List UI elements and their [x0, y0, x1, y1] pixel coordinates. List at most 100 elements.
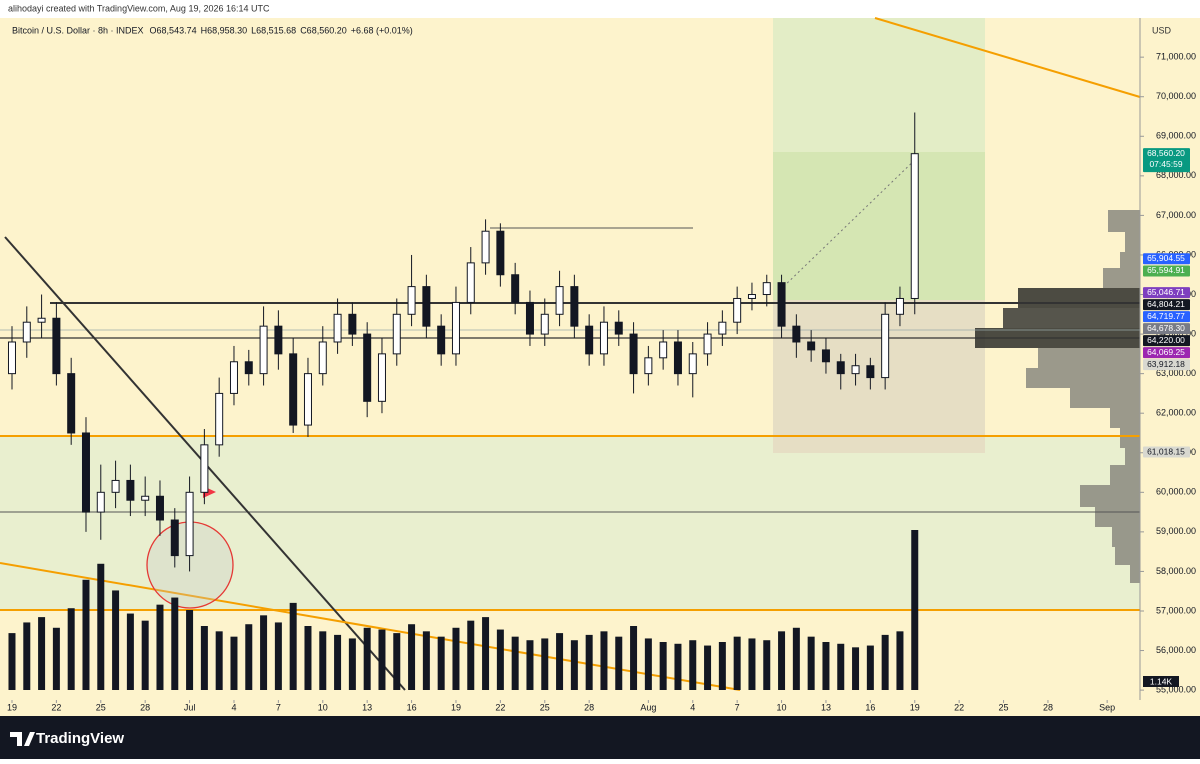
volume-bar	[674, 643, 682, 690]
candle-body	[215, 392, 224, 446]
volume-bar	[866, 645, 874, 690]
x-tick-label: 28	[584, 702, 594, 712]
y-tick-label: 70,000.00	[1156, 91, 1196, 101]
candle-body	[259, 325, 268, 375]
candle-body	[407, 286, 416, 315]
candle-body	[170, 519, 179, 557]
volume-bar	[896, 631, 904, 690]
candle-body	[851, 365, 860, 375]
volume-bar	[659, 642, 667, 690]
price-label-bg	[1143, 265, 1190, 277]
volume-pane	[8, 530, 919, 690]
candle-body	[570, 286, 579, 327]
price-label-bg	[1143, 335, 1190, 347]
x-tick-label: 10	[777, 702, 787, 712]
candle-body	[511, 274, 520, 303]
y-tick-label: 55,000.00	[1156, 684, 1196, 694]
candle-body	[422, 286, 431, 327]
stop-zone	[773, 300, 985, 453]
volume-bar	[319, 631, 327, 690]
candle-body	[274, 325, 283, 355]
volume-bar	[718, 642, 726, 690]
volume-bar	[171, 597, 179, 690]
candle-body	[895, 297, 904, 315]
volume-bar	[200, 626, 208, 690]
volume-bar	[482, 617, 490, 690]
candle-body	[496, 230, 505, 276]
price-label: 61,018.15	[1147, 446, 1185, 456]
y-tick-label: 71,000.00	[1156, 52, 1196, 62]
price-label: 64,804.21	[1147, 299, 1185, 309]
x-tick-label: 28	[140, 702, 150, 712]
x-tick-label: 16	[865, 702, 875, 712]
candle-body	[155, 495, 164, 521]
volume-bar	[630, 626, 638, 690]
target-zone-inner	[773, 152, 985, 300]
legend: Bitcoin / U.S. Dollar · 8h · INDEX O68,54…	[12, 25, 413, 35]
axes: 55,000.00 56,000.00 57,000.00 58,000.00 59,0…	[7, 52, 1196, 713]
volume-bar	[38, 617, 46, 690]
candle-body	[392, 313, 401, 355]
y-tick-label: 57,000.00	[1156, 605, 1196, 615]
price-label-bg	[1143, 253, 1190, 265]
volume-bar	[215, 631, 223, 690]
price-label-bg	[1143, 148, 1190, 173]
volume-bar	[807, 636, 815, 690]
x-tick-label: 25	[540, 702, 550, 712]
x-tick-label: 25	[96, 702, 106, 712]
candle-body	[141, 495, 150, 501]
candle-body	[585, 325, 594, 355]
price-label: 64,069.25	[1147, 347, 1185, 357]
x-tick-label: 19	[910, 702, 920, 712]
volume-bar	[8, 633, 16, 690]
y-tick-label: 60,000.00	[1156, 487, 1196, 497]
candle-body	[333, 313, 342, 343]
volume-bar	[245, 624, 253, 690]
candle-body	[866, 365, 875, 379]
candles	[7, 112, 919, 572]
x-tick-label: 19	[451, 702, 461, 712]
candle-body	[762, 282, 771, 296]
ohlc-value: O68,543.74	[150, 25, 197, 35]
volume-label-bg	[1143, 676, 1179, 687]
x-tick-label: 28	[1043, 702, 1053, 712]
brand: TradingView	[36, 730, 124, 747]
volume-bar	[600, 631, 608, 690]
brand-logo	[10, 732, 35, 746]
candle-body	[318, 341, 327, 375]
volume-bar	[792, 627, 800, 690]
candle-body	[22, 321, 31, 343]
candle-body	[525, 301, 534, 335]
x-tick-label: Sep	[1099, 702, 1115, 712]
candle-body	[451, 301, 460, 355]
volume-bar	[97, 563, 105, 690]
y-tick-label: 67,000.00	[1156, 210, 1196, 220]
x-tick-label: 13	[362, 702, 372, 712]
volume-bar	[52, 627, 60, 690]
candle-body	[688, 353, 697, 375]
candle-body	[747, 294, 756, 299]
candle-body	[836, 361, 845, 375]
header-bar	[0, 0, 1200, 18]
candle-body	[185, 491, 194, 557]
candle-body	[614, 321, 623, 335]
volume-bar	[496, 629, 504, 690]
volume-bar	[422, 631, 430, 690]
volume-bar	[615, 636, 623, 690]
y-tick-label: 58,000.00	[1156, 566, 1196, 576]
candle-body	[67, 373, 76, 434]
volume-bar	[363, 627, 371, 690]
volume-bar	[822, 642, 830, 690]
volume-bar	[67, 608, 75, 690]
candle-body	[659, 341, 668, 359]
x-tick-label: 22	[495, 702, 505, 712]
candle-body	[540, 313, 549, 335]
volume-bar	[763, 640, 771, 690]
countdown: 07:45:59	[1149, 159, 1182, 169]
candle-body	[126, 479, 135, 501]
volume-bar	[260, 615, 268, 690]
volume-label: 1.14K	[1150, 676, 1173, 686]
x-tick-label: 25	[999, 702, 1009, 712]
price-label-bg	[1143, 323, 1190, 335]
